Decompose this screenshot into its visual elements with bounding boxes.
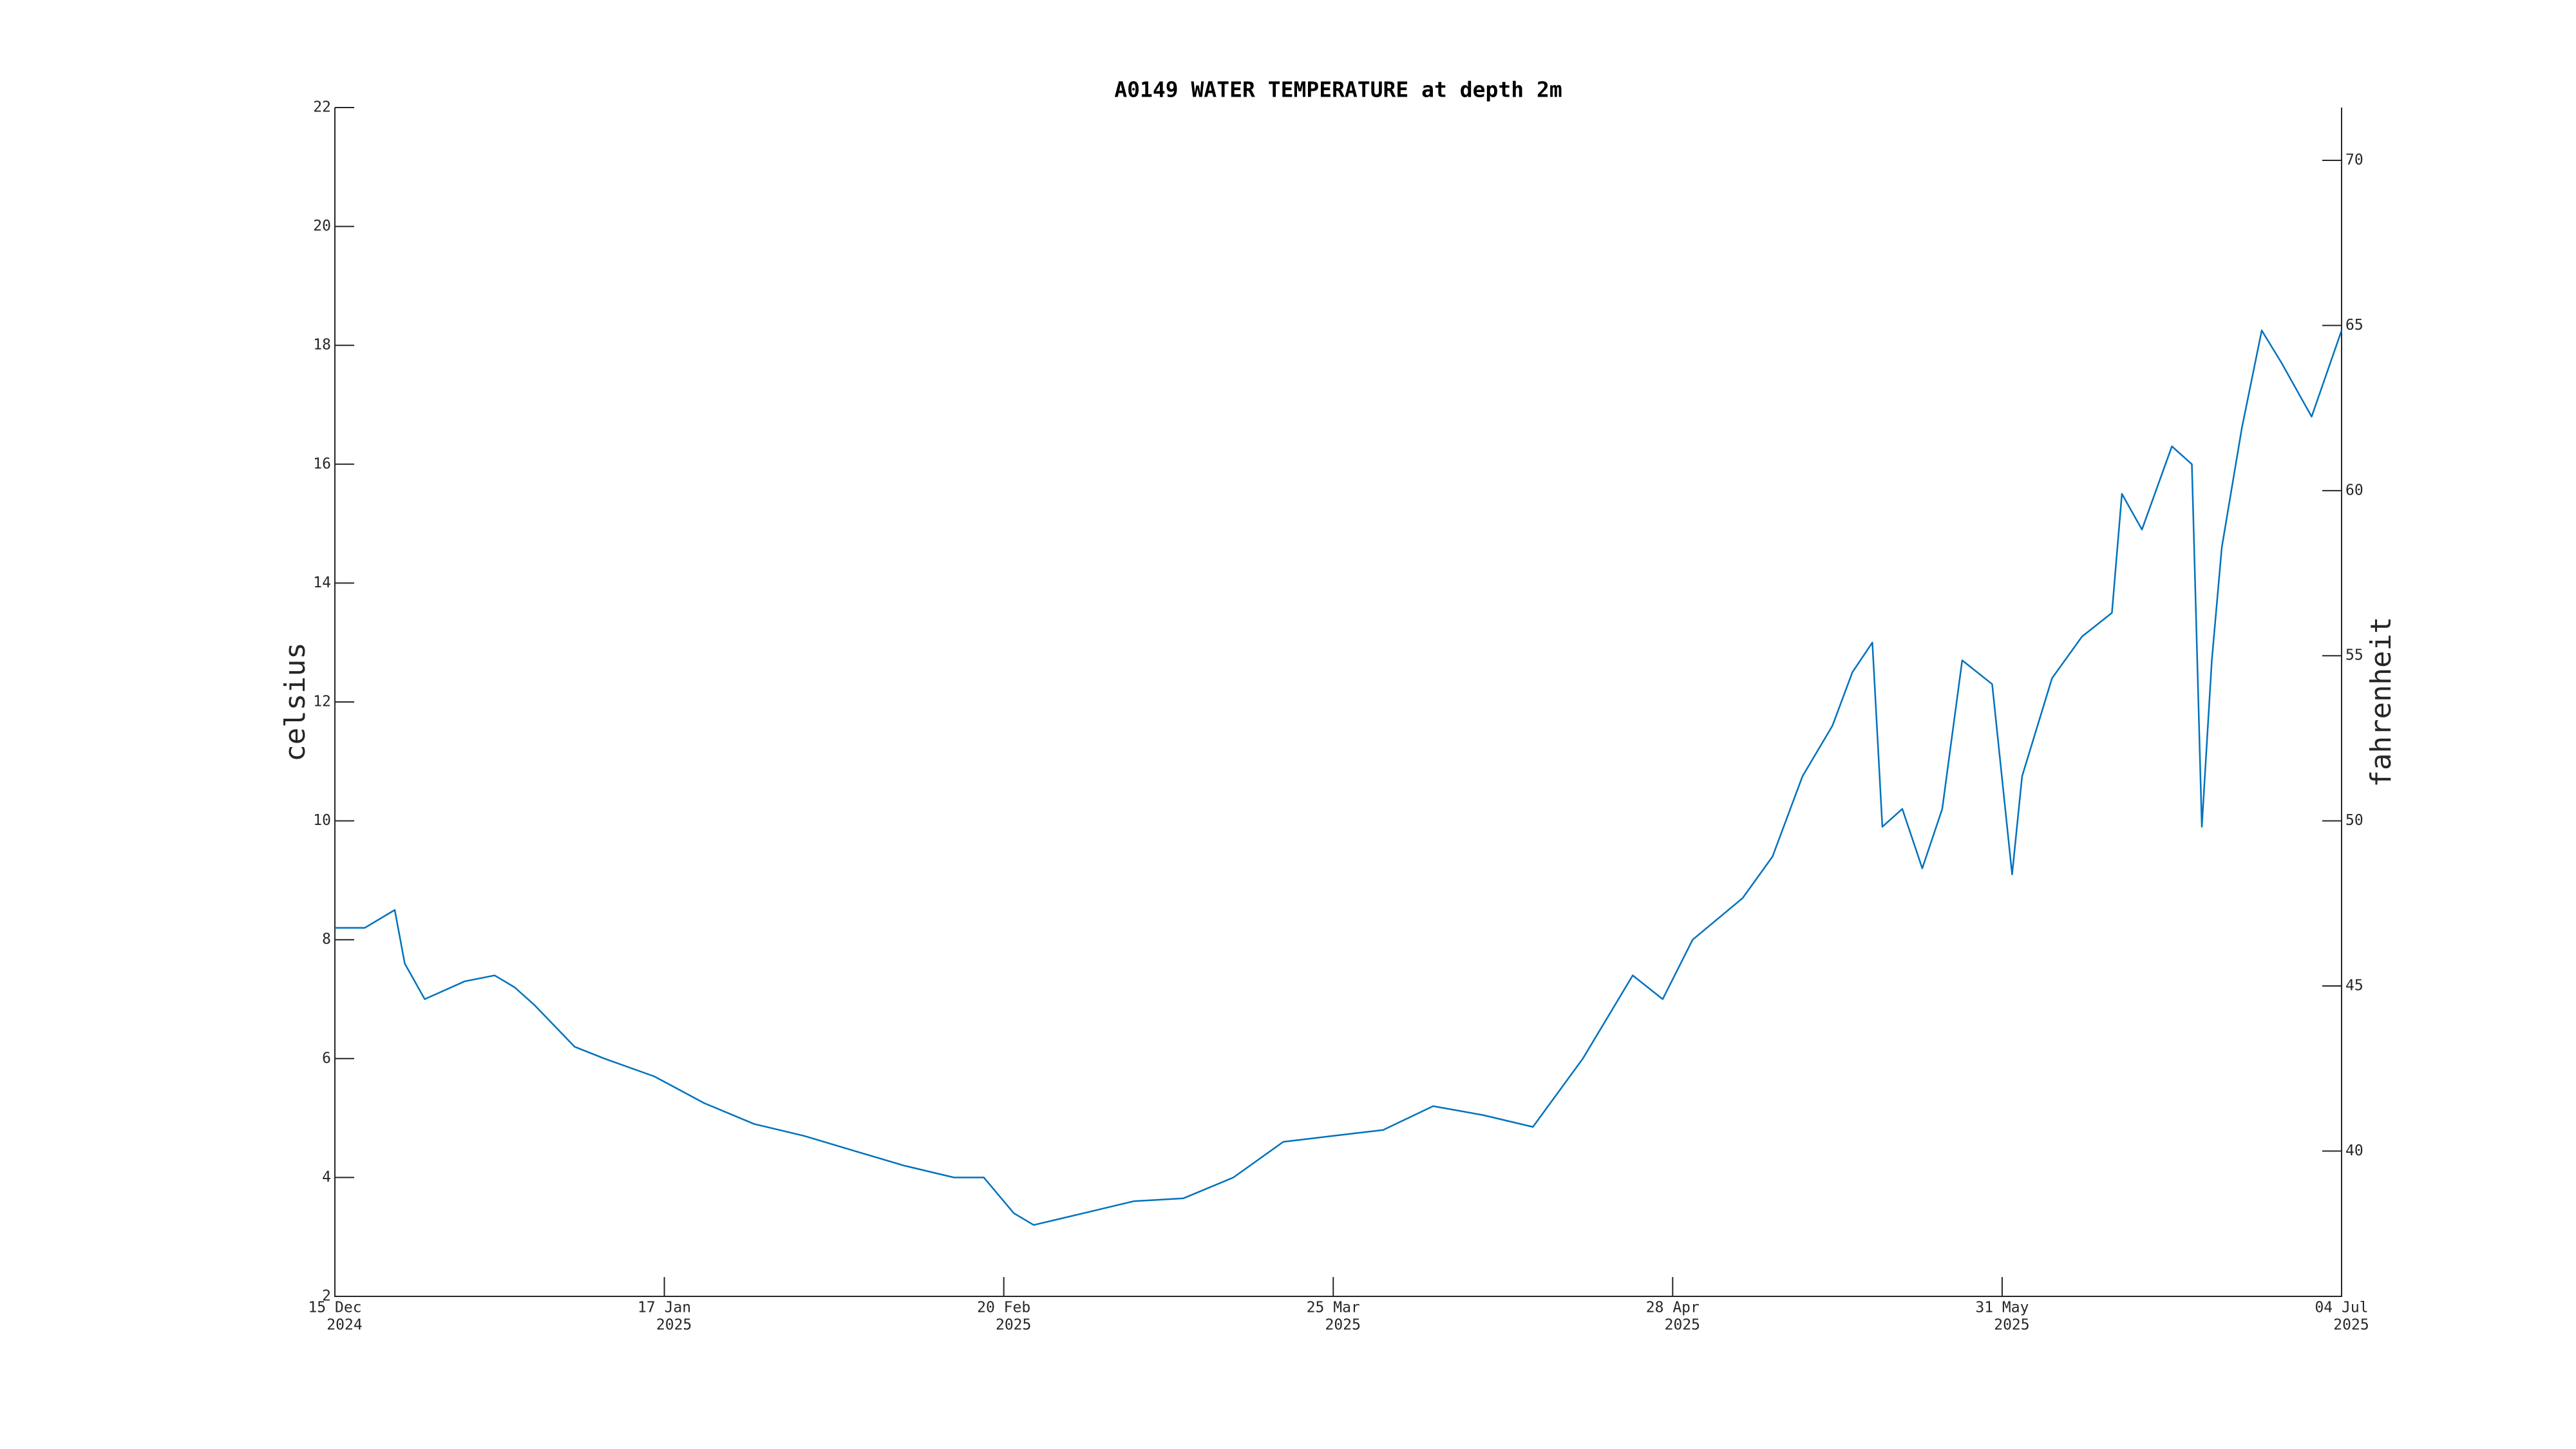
y-tick-label: 20 [313,218,331,234]
x-tick-label: 2025 [1665,1317,1700,1334]
y-tick-label: 4 [322,1169,331,1186]
y-tick-label: 16 [313,455,331,472]
y2-tick-label: 65 [2345,317,2363,334]
x-tick-label: 15 Dec [308,1300,361,1316]
y2-tick-label: 55 [2345,647,2363,664]
y2-tick-label: 50 [2345,812,2363,829]
x-tick-label: 20 Feb [977,1300,1030,1316]
y-tick-label: 8 [322,931,331,948]
x-tick-label: 25 Mar [1307,1300,1360,1316]
x-tick-label: 04 Jul [2315,1300,2368,1316]
x-tick-label: 2024 [327,1317,362,1334]
y-tick-label: 22 [313,99,331,116]
y-tick-label: 10 [313,812,331,829]
x-tick-label: 2025 [2333,1317,2369,1334]
y2-axis-label: fahrenheit [2365,617,2398,788]
x-tick-label: 2025 [656,1317,692,1334]
y2-tick-label: 60 [2345,482,2363,498]
y2-tick-label: 45 [2345,977,2363,994]
y-tick-label: 2 [322,1288,331,1305]
y2-tick-label: 40 [2345,1142,2363,1159]
chart-title: A0149 WATER TEMPERATURE at depth 2m [1114,77,1562,102]
x-tick-label: 31 May [1975,1300,2029,1316]
x-tick-label: 28 Apr [1646,1300,1700,1316]
x-tick-label: 2025 [996,1317,1031,1334]
axes [334,108,2342,1297]
x-tick-label: 2025 [1325,1317,1361,1334]
y-tick-label: 18 [313,337,331,354]
y-tick-label: 12 [313,694,331,710]
y-axis-label: celsius [279,642,312,761]
data-line [335,329,2343,1226]
y-tick-label: 14 [313,574,331,591]
x-tick-label: 2025 [1994,1317,2029,1334]
x-tick-label: 17 Jan [638,1300,691,1316]
y2-tick-label: 70 [2345,152,2363,169]
y-tick-label: 6 [322,1050,331,1066]
